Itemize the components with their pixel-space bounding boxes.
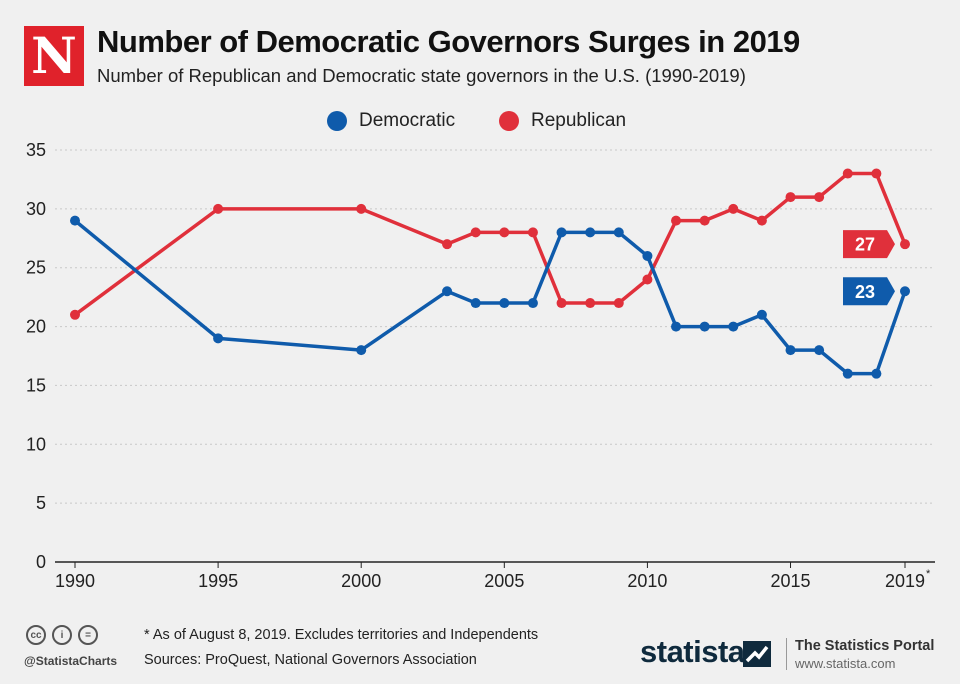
end-label-democratic: 23 — [855, 282, 875, 302]
y-tick-label: 5 — [36, 493, 46, 513]
data-point-republican — [642, 274, 653, 285]
legend-dot-democratic — [327, 111, 347, 131]
data-point-democratic — [442, 286, 453, 297]
data-point-democratic — [527, 298, 538, 309]
sources: Sources: ProQuest, National Governors As… — [144, 652, 477, 668]
end-label-box-republican — [843, 230, 895, 259]
x-tick-label: 2010 — [627, 571, 667, 591]
by-icon: i — [52, 625, 72, 645]
x-tick-label: 2000 — [341, 571, 381, 591]
x-tick-label: 1990 — [55, 571, 95, 591]
data-point-republican — [213, 203, 224, 214]
data-point-republican — [756, 215, 767, 226]
chart-title: Number of Democratic Governors Surges in… — [97, 24, 800, 59]
portal-title: The Statistics Portal — [795, 638, 935, 654]
y-tick-label: 35 — [26, 140, 46, 160]
series-line-republican — [73, 171, 907, 317]
y-tick-label: 0 — [36, 552, 46, 572]
newsweek-logo: N — [24, 26, 84, 86]
data-point-republican — [356, 203, 367, 214]
data-point-republican — [442, 239, 453, 250]
legend-label-democratic: Democratic — [359, 110, 456, 131]
chart-subtitle: Number of Republican and Democratic stat… — [97, 65, 746, 86]
y-tick-label: 25 — [26, 258, 46, 278]
x-tick-label: 2005 — [484, 571, 524, 591]
data-point-democratic — [470, 298, 481, 309]
data-point-republican — [70, 309, 80, 320]
data-point-democratic — [499, 298, 510, 309]
data-point-democratic — [213, 333, 224, 344]
statista-logo-icon — [743, 641, 771, 667]
data-point-democratic — [785, 345, 796, 356]
legend-item-republican: Republican — [499, 110, 626, 132]
data-point-democratic — [842, 368, 853, 379]
data-point-republican — [585, 298, 596, 309]
footnote: * As of August 8, 2019. Excludes territo… — [144, 627, 539, 643]
x-tick-footnote-mark: * — [926, 568, 931, 580]
data-point-democratic — [756, 309, 767, 320]
data-point-republican — [728, 203, 739, 214]
y-tick-label: 10 — [26, 434, 46, 454]
data-point-republican — [671, 215, 682, 226]
legend: Democratic Republican — [0, 110, 960, 138]
series-line-democratic — [73, 219, 907, 376]
data-point-republican — [842, 168, 853, 179]
footer-divider — [786, 638, 787, 670]
y-tick-label: 15 — [26, 375, 46, 395]
data-point-democratic — [871, 368, 882, 379]
x-tick-label: 2019 — [885, 571, 925, 591]
statista-logo: statista — [640, 634, 745, 669]
data-point-democratic — [671, 321, 682, 332]
data-point-republican — [556, 298, 567, 309]
data-point-democratic — [613, 227, 624, 238]
data-point-democratic — [585, 227, 596, 238]
legend-item-democratic: Democratic — [327, 110, 455, 132]
cc-icon: cc — [26, 625, 46, 645]
data-point-republican — [470, 227, 481, 238]
data-point-republican — [699, 215, 710, 226]
statista-handle: @StatistaCharts — [24, 654, 118, 668]
nd-icon: = — [78, 625, 98, 645]
data-point-democratic — [642, 250, 653, 261]
data-point-republican — [613, 298, 624, 309]
data-point-democratic — [814, 345, 825, 356]
data-point-democratic — [356, 345, 367, 356]
x-tick-label: 2015 — [770, 571, 810, 591]
legend-label-republican: Republican — [531, 110, 627, 131]
x-tick-label: 1995 — [198, 571, 238, 591]
legend-dot-republican — [499, 111, 519, 131]
data-point-republican — [814, 192, 825, 203]
end-label-republican: 27 — [855, 235, 875, 255]
data-point-republican — [871, 168, 882, 179]
data-point-republican — [785, 192, 796, 203]
data-point-republican — [499, 227, 510, 238]
license-icons: cc i = — [26, 625, 98, 645]
y-tick-label: 30 — [26, 199, 46, 219]
data-point-democratic — [900, 286, 910, 297]
data-point-democratic — [728, 321, 739, 332]
data-point-democratic — [699, 321, 710, 332]
y-tick-label: 20 — [26, 317, 46, 337]
data-point-republican — [527, 227, 538, 238]
data-point-democratic — [556, 227, 567, 238]
data-point-republican — [900, 239, 910, 250]
data-point-democratic — [70, 215, 80, 226]
portal-url: www.statista.com — [795, 656, 896, 671]
end-label-box-democratic — [843, 277, 895, 306]
